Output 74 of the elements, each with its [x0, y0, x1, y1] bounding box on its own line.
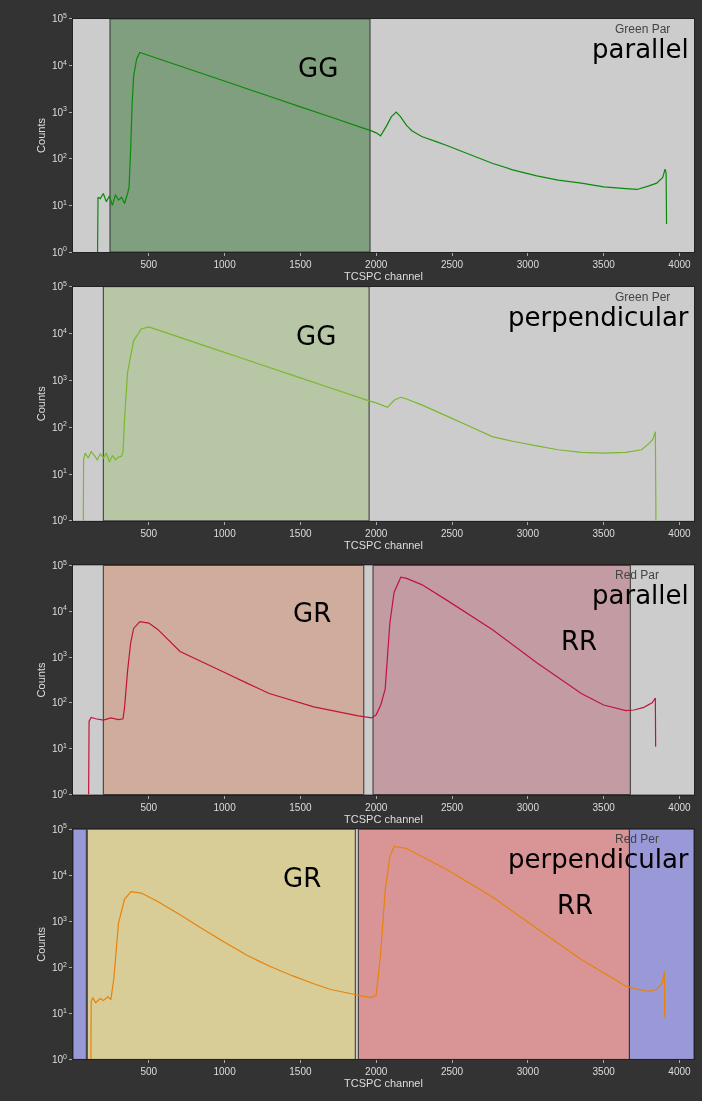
x-axis-title: TCSPC channel — [344, 270, 423, 283]
x-tick-label: 500 — [140, 801, 158, 813]
y-tick-label: 10$^{4}$ — [51, 58, 68, 71]
x-axis-title: TCSPC channel — [344, 1077, 423, 1090]
annotation: parallel — [592, 34, 689, 64]
x-tick-label: 3500 — [592, 527, 616, 539]
annotation: Green Par — [615, 22, 671, 36]
x-tick-label: 3500 — [592, 1066, 616, 1078]
y-tick-label: 10$^{4}$ — [51, 326, 68, 339]
x-tick-label: 1500 — [289, 801, 312, 813]
band-label: RR — [561, 626, 598, 656]
x-tick-label: 2500 — [440, 801, 464, 813]
y-tick-label: 10$^{0}$ — [51, 787, 68, 801]
x-tick-label: 4000 — [668, 1066, 692, 1078]
x-tick-label: 2500 — [440, 527, 464, 539]
x-tick-label: 1500 — [289, 527, 312, 539]
y-tick-label: 10$^{1}$ — [51, 1006, 68, 1019]
x-tick-label: 1500 — [289, 259, 312, 271]
y-tick-label: 10$^{4}$ — [51, 868, 68, 881]
y-axis-title: Counts — [34, 385, 47, 422]
x-tick-label: 3000 — [516, 1066, 540, 1078]
x-tick-label: 3000 — [516, 801, 540, 813]
annotation: Green Per — [615, 290, 671, 304]
x-axis-title: TCSPC channel — [344, 538, 423, 551]
x-tick-label: 2000 — [365, 801, 388, 813]
y-tick-label: 10$^{1}$ — [51, 742, 68, 755]
y-tick-label: 10$^{3}$ — [51, 373, 68, 386]
x-tick-label: 500 — [140, 259, 158, 271]
y-tick-label: 10$^{0}$ — [51, 514, 68, 527]
y-tick-label: 10$^{5}$ — [51, 558, 68, 571]
y-tick-label: 10$^{2}$ — [51, 960, 68, 973]
y-tick-label: 10$^{5}$ — [51, 822, 68, 835]
x-tick-label: 3500 — [592, 801, 616, 813]
y-axis-title: Counts — [34, 662, 47, 698]
y-axis-title: Counts — [34, 926, 47, 962]
x-tick-label: 1000 — [213, 259, 237, 271]
x-tick-label: 1000 — [213, 1066, 237, 1078]
annotation: perpendicular — [508, 302, 689, 332]
x-tick-label: 1000 — [213, 801, 237, 813]
x-axis-title: TCSPC channel — [344, 812, 423, 825]
x-tick-label: 2000 — [365, 527, 388, 539]
x-tick-label: 4000 — [668, 801, 692, 813]
y-tick-label: 10$^{2}$ — [51, 420, 68, 433]
band-label: GR — [283, 863, 322, 893]
x-tick-label: 2000 — [365, 259, 388, 271]
band-label: GG — [298, 53, 339, 83]
band-label: RR — [557, 890, 594, 920]
y-tick-label: 10$^{5}$ — [51, 12, 68, 25]
x-tick-label: 4000 — [668, 527, 692, 539]
y-tick-label: 10$^{0}$ — [51, 245, 68, 258]
x-tick-label: 2500 — [440, 1066, 464, 1078]
y-tick-label: 10$^{2}$ — [51, 696, 68, 709]
y-tick-label: 10$^{1}$ — [51, 198, 68, 211]
y-tick-label: 10$^{2}$ — [51, 152, 68, 165]
x-tick-label: 2500 — [440, 259, 464, 271]
x-tick-label: 4000 — [668, 259, 692, 271]
y-tick-label: 10$^{0}$ — [51, 1052, 68, 1065]
y-tick-label: 10$^{4}$ — [51, 604, 68, 617]
x-tick-label: 1000 — [213, 527, 237, 539]
band-label: GG — [296, 321, 337, 351]
x-tick-label: 3000 — [516, 527, 540, 539]
x-tick-label: 2000 — [365, 1066, 388, 1078]
y-axis-title: Counts — [34, 117, 47, 153]
x-tick-label: 3500 — [592, 259, 616, 271]
band-label: GR — [293, 598, 332, 628]
x-tick-label: 3000 — [516, 259, 540, 271]
x-tick-label: 1500 — [289, 1066, 312, 1078]
y-tick-label: 10$^{3}$ — [51, 914, 68, 927]
y-tick-label: 10$^{5}$ — [51, 279, 68, 293]
y-tick-label: 10$^{1}$ — [51, 467, 68, 480]
x-tick-label: 500 — [140, 527, 158, 539]
y-tick-label: 10$^{3}$ — [51, 650, 68, 663]
y-tick-label: 10$^{3}$ — [51, 105, 68, 118]
x-tick-label: 500 — [140, 1066, 158, 1078]
